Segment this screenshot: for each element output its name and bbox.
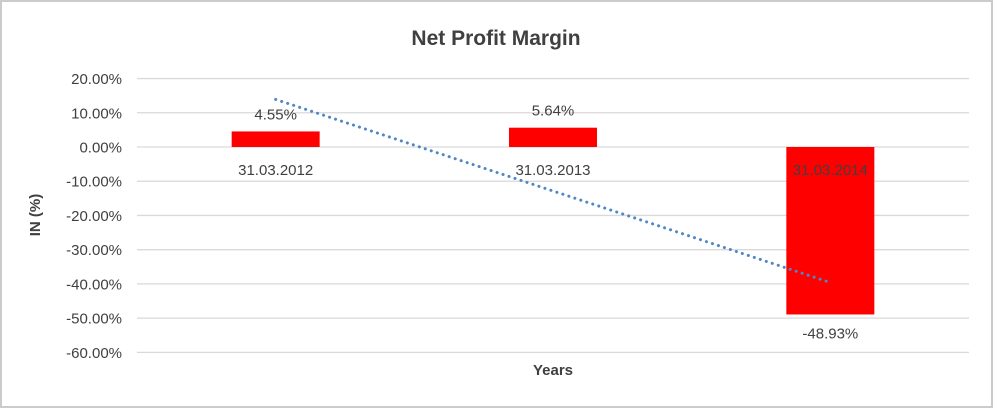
y-axis-tick-label: -50.00% bbox=[66, 311, 122, 328]
trendline bbox=[274, 97, 832, 285]
y-axis-tick-label: -10.00% bbox=[66, 174, 122, 191]
category-label: 31.03.2014 bbox=[793, 162, 868, 179]
y-axis-title: IN (%) bbox=[27, 194, 44, 237]
y-axis-tick-label: -20.00% bbox=[66, 208, 122, 225]
y-axis-tick-label: -60.00% bbox=[66, 345, 122, 362]
data-label: 4.55% bbox=[254, 106, 297, 123]
y-axis-tick-labels: 20.00% 10.00% 0.00% -10.00% -20.00% -30.00% -4… bbox=[66, 71, 122, 362]
bar-31.03.2014 bbox=[786, 147, 875, 315]
bar-series bbox=[231, 127, 875, 315]
x-axis-title: Years bbox=[533, 362, 573, 379]
data-label: 5.64% bbox=[532, 103, 575, 120]
category-label: 31.03.2013 bbox=[515, 162, 590, 179]
y-axis-tick-label: -30.00% bbox=[66, 242, 122, 259]
bar-31.03.2013 bbox=[509, 127, 597, 147]
category-label: 31.03.2012 bbox=[238, 162, 313, 179]
y-axis-tick-label: 0.00% bbox=[79, 140, 122, 157]
bar-31.03.2012 bbox=[231, 131, 320, 147]
y-axis-tick-label: 20.00% bbox=[71, 71, 122, 88]
chart-title: Net Profit Margin bbox=[411, 27, 580, 50]
data-labels-group: 4.55% 5.64% -48.93% bbox=[254, 103, 858, 343]
trendline-group bbox=[274, 97, 832, 285]
category-labels-group: 31.03.2012 31.03.2013 31.03.2014 bbox=[238, 162, 868, 179]
data-label: -48.93% bbox=[802, 325, 858, 342]
y-axis-tick-label: -40.00% bbox=[66, 276, 122, 293]
y-axis-tick-label: 10.00% bbox=[71, 105, 122, 122]
